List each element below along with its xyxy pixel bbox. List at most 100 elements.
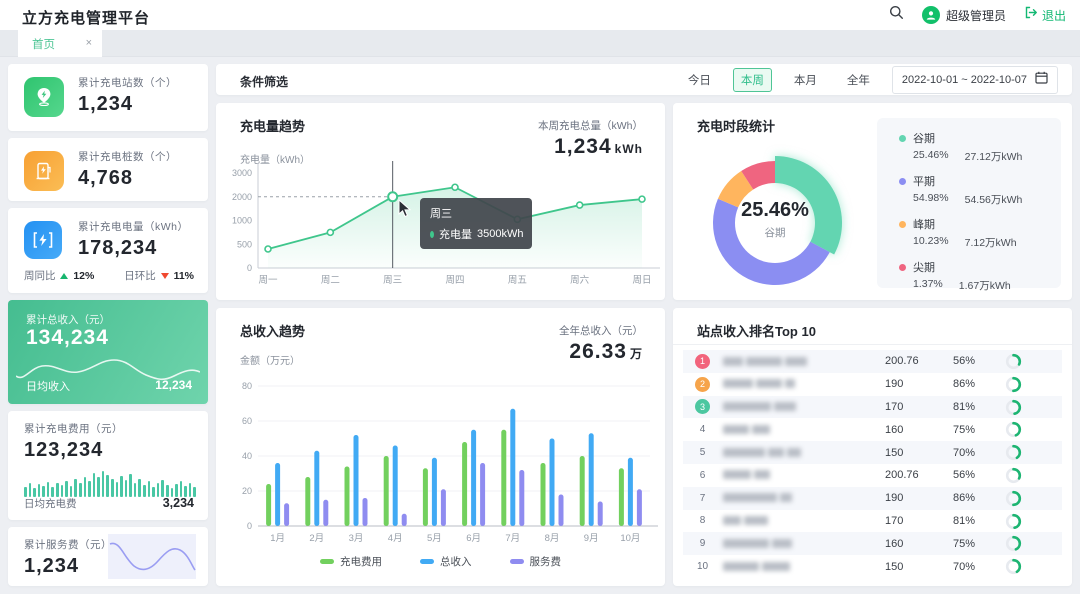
sub-value: 3,234 <box>163 496 194 510</box>
site-revenue-value: 160 <box>885 424 903 436</box>
date-range-picker[interactable]: 2022-10-01 ~ 2022-10-07 <box>892 66 1058 94</box>
legend-total-income[interactable]: 总收入 <box>420 554 472 569</box>
app-title: 立方充电管理平台 <box>22 7 150 28</box>
ranking-row: 317081% <box>683 396 1062 419</box>
search-icon[interactable] <box>889 5 904 25</box>
sub-value: 12,234 <box>155 378 192 394</box>
stat-card-total-income: 累计总收入（元） 134,234 日均收入 12,234 <box>8 300 208 404</box>
ranking-row: 916075% <box>683 532 1062 555</box>
ranking-row: 817081% <box>683 510 1062 533</box>
user-menu[interactable]: 超级管理员 <box>922 6 1006 24</box>
service-fee-pill-icon <box>510 559 524 564</box>
stat-card-stations: 累计充电站数（个） 1,234 <box>8 64 208 131</box>
pile-icon <box>24 151 64 191</box>
charge-fee-pill-icon <box>320 559 334 564</box>
site-percent-value: 75% <box>953 538 975 550</box>
revenue-bar-chart[interactable]: 0204060801月2月3月4月5月6月7月8月9月10月 <box>216 308 665 548</box>
stat-value: 4,768 <box>78 167 177 190</box>
svg-text:9月: 9月 <box>584 533 599 544</box>
svg-text:周三: 周三 <box>383 275 402 286</box>
svg-text:周五: 周五 <box>508 275 527 286</box>
ranking-row: 1200.7656% <box>683 350 1062 373</box>
site-percent-value: 56% <box>953 469 975 481</box>
donut-legend: 谷期 25.46%27.12万kWh 平期 54.98%54.56万kWh 峰期… <box>877 118 1061 288</box>
legend-item-sharp: 尖期 1.37%1.67万kWh <box>899 259 1061 293</box>
charge-trend-panel: 充电量趋势 本周充电总量（kWh） 1,234kWh 充电量（kWh） 0500… <box>216 103 665 300</box>
tab-home-label: 首页 <box>32 36 55 52</box>
progress-ring-icon <box>1005 444 1022 461</box>
rank-badge: 3 <box>695 399 710 414</box>
stat-value: 134,234 <box>26 326 109 350</box>
stat-value: 1,234 <box>78 93 177 116</box>
rank-badge: 1 <box>695 354 710 369</box>
stat-label: 累计总收入（元） <box>26 312 110 327</box>
filter-option-this-week[interactable]: 本周 <box>733 68 772 92</box>
sub-label: 日均收入 <box>26 378 70 394</box>
site-revenue-value: 150 <box>885 447 903 459</box>
stat-value: 1,234 <box>24 555 112 578</box>
site-name-blurred <box>723 514 873 528</box>
svg-text:周二: 周二 <box>321 275 340 286</box>
legend-item-flat: 平期 54.98%54.56万kWh <box>899 173 1061 207</box>
progress-ring-icon <box>1005 353 1022 370</box>
svg-text:80: 80 <box>242 381 252 391</box>
svg-text:10月: 10月 <box>620 533 640 544</box>
station-icon <box>24 77 64 117</box>
legend-charge-fee[interactable]: 充电费用 <box>320 554 382 569</box>
sub-label: 日均充电费 <box>24 496 77 511</box>
site-percent-value: 86% <box>953 492 975 504</box>
logout-icon <box>1024 6 1038 24</box>
svg-text:20: 20 <box>242 486 252 496</box>
avatar <box>922 6 940 24</box>
tab-close-icon[interactable]: × <box>86 38 92 49</box>
period-stats-title: 充电时段统计 <box>697 116 775 135</box>
site-name-blurred <box>723 559 873 573</box>
bar-legend: 充电费用 总收入 服务费 <box>216 554 665 569</box>
progress-ring-icon <box>1005 490 1022 507</box>
donut-center-label: 25.46% 谷期 <box>719 199 831 240</box>
svg-text:周六: 周六 <box>570 274 590 286</box>
site-percent-value: 75% <box>953 424 975 436</box>
site-name-blurred <box>723 536 873 550</box>
energy-icon <box>24 221 62 259</box>
divider <box>673 344 1072 345</box>
site-name-blurred <box>723 445 873 459</box>
filter-option-this-year[interactable]: 全年 <box>839 68 878 92</box>
rank-badge: 9 <box>695 536 710 551</box>
rank-badge: 2 <box>695 377 710 392</box>
flat-dot-icon <box>899 178 906 185</box>
svg-text:60: 60 <box>242 416 252 426</box>
logout-button[interactable]: 退出 <box>1024 6 1066 24</box>
period-stats-panel: 充电时段统计 25.46% 谷期 谷期 25.46%27.12万kWh 平期 5… <box>673 103 1072 300</box>
svg-text:3月: 3月 <box>349 533 364 544</box>
legend-service-fee[interactable]: 服务费 <box>510 554 562 569</box>
svg-text:3000: 3000 <box>232 168 252 178</box>
tab-home[interactable]: 首页 × <box>18 30 102 57</box>
site-name-blurred <box>723 377 873 391</box>
stat-label: 累计充电电量（kWh） <box>78 219 189 234</box>
rank-badge: 4 <box>695 422 710 437</box>
ratio-row: 周同比 12% 日环比 11% <box>24 268 194 283</box>
site-revenue-value: 190 <box>885 378 903 390</box>
revenue-trend-panel: 总收入趋势 全年总收入（元） 26.33万 金额（万元） 0204060801月… <box>216 308 665 586</box>
stat-card-energy: 累计充电电量（kWh） 178,234 周同比 12% 日环比 11% <box>8 208 208 293</box>
site-revenue-value: 150 <box>885 561 903 573</box>
svg-text:4月: 4月 <box>388 533 403 544</box>
stat-card-charge-fee: 累计充电费用（元） 123,234 日均充电费 3,234 <box>8 411 208 520</box>
filter-option-today[interactable]: 今日 <box>680 68 719 92</box>
svg-text:5月: 5月 <box>427 533 442 544</box>
site-percent-value: 81% <box>953 515 975 527</box>
svg-text:0: 0 <box>247 263 252 273</box>
stat-label: 累计服务费（元） <box>24 537 112 552</box>
filter-option-this-month[interactable]: 本月 <box>786 68 825 92</box>
stat-label: 累计充电桩数（个） <box>78 149 177 164</box>
filter-title: 条件筛选 <box>240 73 288 90</box>
dashboard: 立方充电管理平台 超级管理员 退出 首页 × <box>0 0 1080 594</box>
chart-tooltip: 周三 充电量3500kWh <box>420 198 532 249</box>
site-ranking-title: 站点收入排名Top 10 <box>697 321 816 340</box>
site-revenue-value: 170 <box>885 401 903 413</box>
ranking-row: 4 160 75% <box>683 418 1062 441</box>
site-name-blurred <box>723 400 873 414</box>
rank-badge: 5 <box>695 445 710 460</box>
stat-label: 累计充电费用（元） <box>24 421 123 436</box>
